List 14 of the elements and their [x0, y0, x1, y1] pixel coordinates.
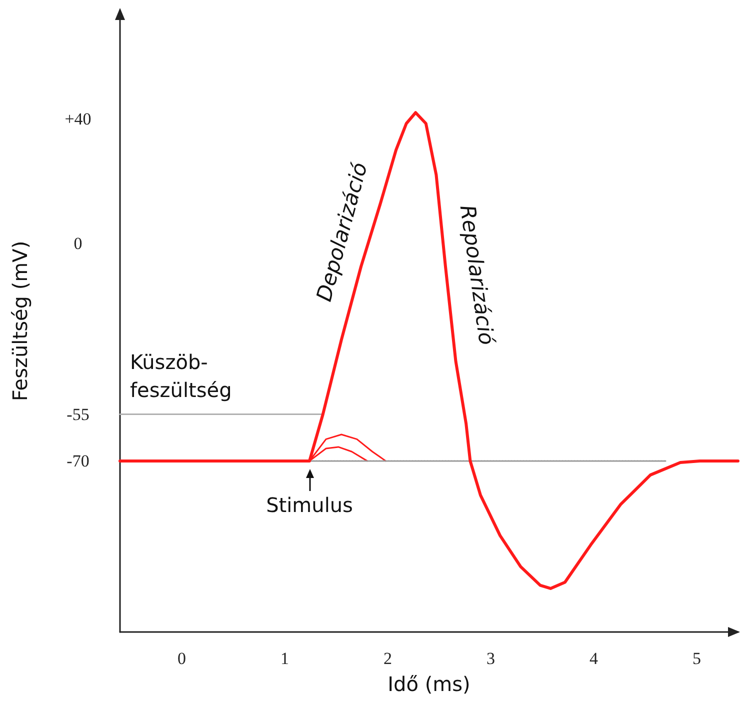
x-tick-label: 3	[486, 649, 496, 668]
x-axis-title: Idő (ms)	[388, 672, 470, 696]
x-tick-label: 4	[590, 649, 599, 668]
annotation: Küszöb- feszültség	[130, 350, 232, 402]
x-tick-label: 0	[178, 649, 186, 668]
annotation: Stimulus	[266, 492, 353, 517]
y-tick-label: -55	[66, 404, 90, 424]
y-tick-label: 0	[74, 234, 82, 253]
y-axis-title: Feszültség (mV)	[8, 240, 32, 402]
x-tick-label: 1	[280, 649, 290, 668]
y-tick-label: +40	[64, 109, 92, 128]
x-tick-label: 2	[384, 649, 392, 668]
x-tick-label: 5	[692, 649, 702, 668]
y-tick-label: -70	[66, 451, 90, 470]
